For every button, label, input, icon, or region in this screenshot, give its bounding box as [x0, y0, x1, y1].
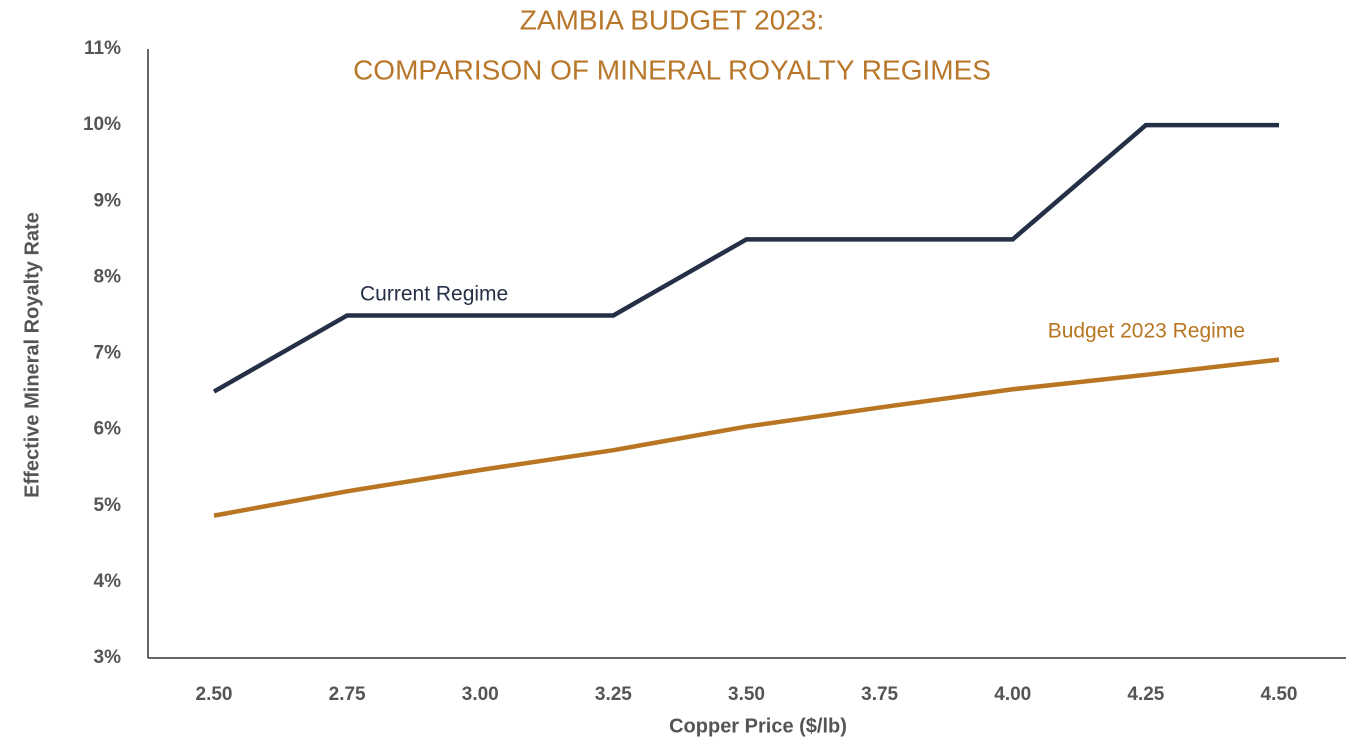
line-series — [213, 357, 1280, 518]
y-axis-title: Effective Mineral Royalty Rate — [21, 212, 43, 498]
x-tick-label: 4.25 — [1127, 684, 1164, 705]
y-tick-label: 4% — [94, 571, 122, 592]
series-label: Current Regime — [360, 283, 508, 306]
y-tick-label: 8% — [94, 266, 122, 287]
series-label: Budget 2023 Regime — [1048, 320, 1245, 343]
x-tick-label: 3.00 — [462, 684, 499, 705]
x-axis-title: Copper Price ($/lb) — [669, 715, 847, 737]
x-tick-label: 3.50 — [728, 684, 765, 705]
chart-title: COMPARISON OF MINERAL ROYALTY REGIMES — [353, 54, 991, 85]
y-tick-label: 9% — [94, 190, 122, 211]
x-tick-label: 2.50 — [196, 684, 233, 705]
x-tick-label: 3.75 — [861, 684, 898, 705]
y-tick-label: 11% — [84, 38, 121, 59]
x-tick-label: 2.75 — [329, 684, 366, 705]
y-tick-label: 3% — [94, 647, 122, 668]
line-series — [212, 122, 1279, 394]
x-tick-label: 4.50 — [1261, 684, 1298, 705]
x-tick-label: 3.25 — [595, 684, 632, 705]
y-tick-label: 5% — [94, 495, 122, 516]
y-tick-label: 10% — [83, 114, 121, 135]
chart-title: ZAMBIA BUDGET 2023: — [520, 4, 825, 35]
y-tick-label: 6% — [94, 419, 122, 440]
x-tick-label: 4.00 — [994, 684, 1031, 705]
y-tick-label: 7% — [94, 343, 122, 364]
